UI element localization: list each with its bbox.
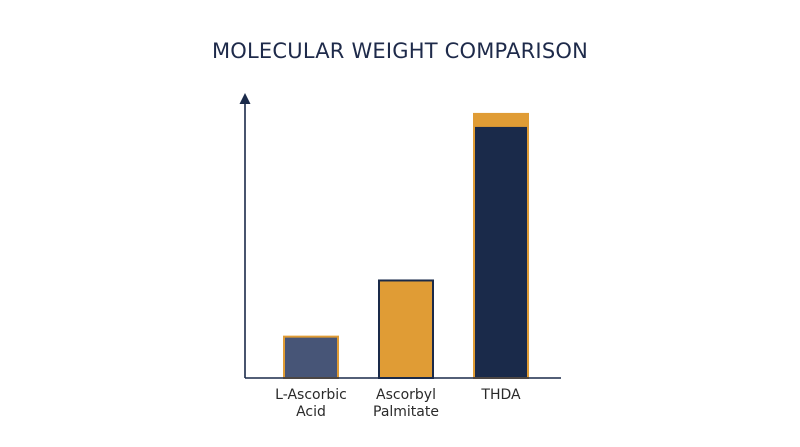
x-tick-label-line: L-Ascorbic xyxy=(275,387,347,403)
x-tick-label-3: THDA xyxy=(480,387,521,403)
bars xyxy=(283,112,529,380)
x-tick-label-2: Ascorbyl Palmitate xyxy=(373,387,439,420)
bar-2 xyxy=(378,279,434,380)
x-tick-labels: L-Ascorbic Acid Ascorbyl Palmitate THDA xyxy=(275,387,521,420)
bar-1 xyxy=(283,335,339,380)
x-tick-label-1: L-Ascorbic Acid xyxy=(275,387,347,420)
x-tick-label-line: Acid xyxy=(296,404,326,420)
bar-group-1 xyxy=(283,335,339,380)
bar-thda xyxy=(473,124,529,379)
axes xyxy=(239,93,561,379)
x-tick-label-line: Ascorbyl xyxy=(376,387,436,403)
chart-title: MOLECULAR WEIGHT COMPARISON xyxy=(212,39,588,63)
bar-group-2 xyxy=(378,279,434,380)
bar-cap-thda xyxy=(473,112,529,127)
x-tick-label-line: Palmitate xyxy=(373,404,439,420)
bar-group-3 xyxy=(473,112,529,379)
y-axis-arrow xyxy=(239,93,251,104)
x-tick-label-line: THDA xyxy=(480,387,521,403)
